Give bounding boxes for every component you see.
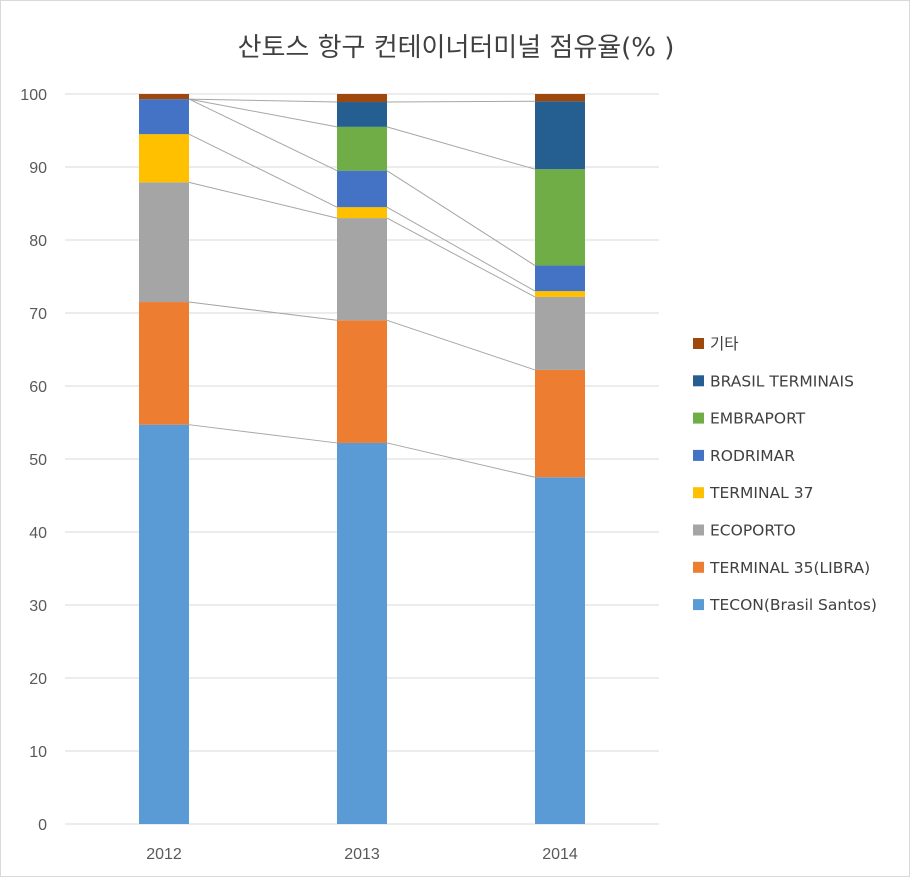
bar-segment-2012-2: [139, 182, 189, 303]
bar-segment-2013-2: [337, 218, 387, 321]
series-line-1-1: [386, 319, 536, 371]
legend-swatch: [693, 412, 704, 424]
bar-segment-2014-3: [535, 291, 585, 297]
y-tick-label: 70: [29, 306, 47, 323]
bar-segment-2013-0: [337, 442, 387, 824]
bar-segment-2012-4: [139, 99, 189, 135]
bar-segment-2014-0: [535, 477, 585, 824]
bar-segment-2012-3: [139, 134, 189, 183]
legend-swatch: [693, 487, 704, 499]
legend-label: EMBRAPORT: [710, 410, 806, 428]
y-axis-ticks: 0 10 20 30 40 50 60 70 80 90 100: [20, 87, 47, 834]
legend-swatch: [693, 599, 704, 611]
y-tick-label: 20: [29, 671, 47, 688]
y-tick-label: 50: [29, 452, 47, 469]
legend-swatch: [693, 375, 704, 387]
chart-title: 산토스 항구 컨테이너터미널 점유율(% ): [238, 33, 675, 63]
y-tick-label: 80: [29, 233, 47, 250]
legend-label: 기타: [710, 335, 739, 353]
series-line-5-1: [386, 126, 536, 170]
legend-label: TERMINAL 35(LIBRA): [709, 559, 870, 577]
series-line-4-1: [386, 170, 536, 266]
bar-segment-2013-1: [337, 320, 387, 443]
bar-segment-2013-6: [337, 102, 387, 127]
bar-segment-2012-0: [139, 424, 189, 824]
bars: [139, 94, 585, 824]
y-tick-label: 30: [29, 598, 47, 615]
legend-swatch: [693, 524, 704, 536]
legend-swatch: [693, 338, 704, 349]
bar-segment-2014-6: [535, 101, 585, 170]
legend-label: TERMINAL 37: [709, 484, 813, 502]
y-tick-label: 10: [29, 744, 47, 761]
series-line-2-1: [386, 217, 536, 298]
bar-segment-2014-5: [535, 169, 585, 266]
y-tick-label: 0: [38, 817, 47, 834]
legend-label: BRASIL TERMINAIS: [710, 372, 854, 390]
bar-segment-2014-7: [535, 94, 585, 102]
series-line-6-1: [386, 100, 536, 103]
y-tick-label: 100: [20, 87, 47, 104]
x-axis-ticks: 2012 2013 2014: [146, 846, 578, 863]
series-line-1-0: [188, 301, 338, 321]
series-line-0-1: [386, 442, 536, 478]
bar-segment-2013-3: [337, 207, 387, 219]
legend-label: RODRIMAR: [710, 447, 795, 465]
bar-segment-2014-4: [535, 265, 585, 292]
series-line-0-0: [188, 424, 338, 444]
bar-segment-2013-7: [337, 94, 387, 103]
legend: 기타 BRASIL TERMINAIS EMBRAPORT RODRIMAR TERMI…: [693, 335, 877, 614]
y-tick-label: 90: [29, 160, 47, 177]
legend-swatch: [693, 449, 704, 461]
x-tick-label: 2014: [542, 846, 578, 863]
series-line-3-0: [188, 133, 338, 208]
y-tick-label: 60: [29, 379, 47, 396]
legend-label: TECON(Brasil Santos): [709, 596, 877, 614]
series-lines: [188, 98, 536, 478]
bar-segment-2014-1: [535, 369, 585, 478]
series-line-3-1: [386, 206, 536, 292]
bar-segment-2012-7: [139, 94, 189, 100]
x-tick-label: 2013: [344, 846, 380, 863]
bar-segment-2014-2: [535, 296, 585, 370]
y-tick-label: 40: [29, 525, 47, 542]
legend-swatch: [693, 561, 704, 573]
series-line-6-0: [188, 98, 338, 103]
x-tick-label: 2012: [146, 846, 182, 863]
legend-label: ECOPORTO: [710, 522, 796, 540]
bar-segment-2012-1: [139, 302, 189, 425]
series-line-5-0: [188, 98, 338, 128]
bar-segment-2013-4: [337, 170, 387, 208]
series-line-2-0: [188, 181, 338, 219]
bar-segment-2013-5: [337, 126, 387, 171]
series-line-4-0: [188, 98, 338, 172]
